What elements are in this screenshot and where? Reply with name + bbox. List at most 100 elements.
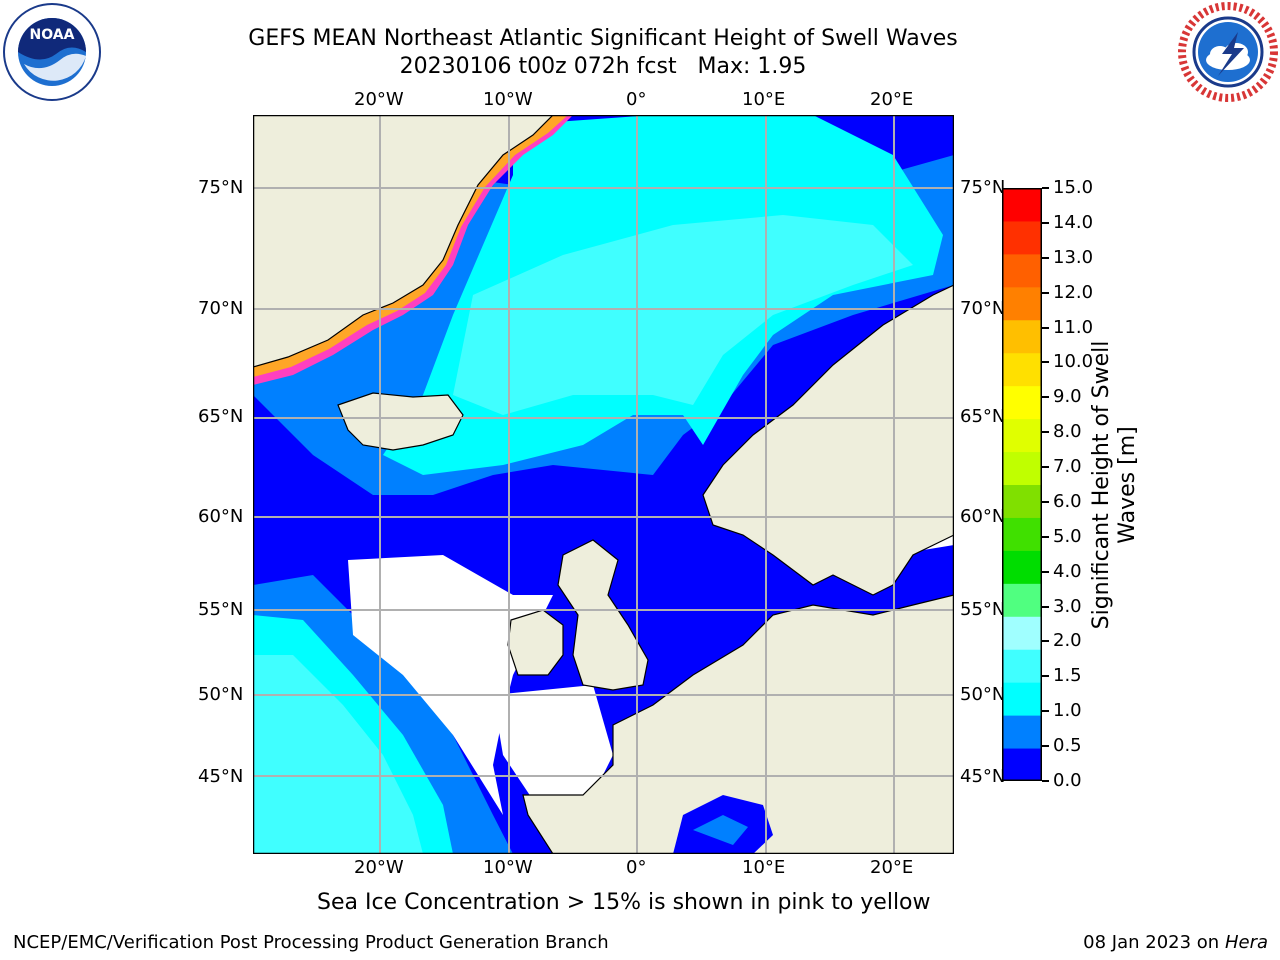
colorbar-tick-label: 10.0 xyxy=(1053,351,1094,373)
lat-label-right-70n: 70°N xyxy=(960,298,1006,319)
lat-label-left-65n: 65°N xyxy=(198,406,244,427)
colorbar-segment xyxy=(1002,188,1042,222)
colorbar-label-line2: Waves [m] xyxy=(1115,426,1140,544)
lon-label-bottom-0: 0° xyxy=(626,857,647,878)
lon-label-top-0: 0° xyxy=(626,89,647,110)
lat-label-left-50n: 50°N xyxy=(198,684,244,705)
colorbar-segment xyxy=(1002,286,1042,321)
colorbar-tick-label: 9.0 xyxy=(1053,386,1082,408)
colorbar-tick-label: 6.0 xyxy=(1053,490,1082,512)
lon-label-top-20e: 20°E xyxy=(870,89,914,110)
lat-label-left-60n: 60°N xyxy=(198,506,244,527)
lat-label-right-65n: 65°N xyxy=(960,406,1006,427)
land-ireland xyxy=(507,609,564,676)
colorbar-tick-mark xyxy=(1042,431,1049,434)
lon-label-bottom-20w: 20°W xyxy=(354,857,404,878)
colorbar-label: Significant Height of Swell Waves [m] xyxy=(1089,341,1141,630)
colorbar-tick-mark xyxy=(1042,466,1049,469)
lon-label-bottom-10e: 10°E xyxy=(742,857,786,878)
lat-label-left-55n: 55°N xyxy=(198,599,244,620)
colorbar-tick-mark xyxy=(1042,396,1049,399)
colorbar-segment xyxy=(1002,220,1042,255)
colorbar-segment xyxy=(1002,253,1042,288)
footer-credit: NCEP/EMC/Verification Post Processing Pr… xyxy=(13,932,609,953)
colorbar-tick-mark xyxy=(1042,570,1049,573)
colorbar-tick-label: 8.0 xyxy=(1053,421,1082,443)
colorbar-tick-label: 1.0 xyxy=(1053,700,1082,722)
colorbar-tick-label: 1.5 xyxy=(1053,665,1082,687)
lat-label-right-60n: 60°N xyxy=(960,506,1006,527)
colorbar-segment xyxy=(1002,385,1042,420)
no-data-area-west xyxy=(348,555,553,815)
no-data-area-biscay xyxy=(493,685,613,815)
land-iceland xyxy=(337,392,464,451)
colorbar-segment xyxy=(1002,715,1042,749)
lat-label-right-45n: 45°N xyxy=(960,766,1006,787)
colorbar-tick-mark xyxy=(1042,256,1049,259)
noaa-logo: NOAA xyxy=(3,3,101,101)
colorbar-segment xyxy=(1002,550,1042,584)
lat-label-left-75n: 75°N xyxy=(198,177,244,198)
colorbar-tick-label: 5.0 xyxy=(1053,525,1082,547)
colorbar-tick-label: 14.0 xyxy=(1053,211,1094,233)
colorbar-tick-label: 4.0 xyxy=(1053,560,1082,582)
colorbar-tick-mark xyxy=(1042,780,1049,782)
sea-mediterranean-mid xyxy=(693,815,748,845)
colorbar-tick-mark xyxy=(1042,535,1049,538)
lat-label-left-70n: 70°N xyxy=(198,298,244,319)
colorbar-tick-mark xyxy=(1042,500,1049,503)
lon-label-top-10e: 10°E xyxy=(742,89,786,110)
lon-label-top-20w: 20°W xyxy=(354,89,404,110)
colorbar-segment xyxy=(1002,682,1042,716)
colorbar-tick-label: 0.5 xyxy=(1053,735,1082,757)
colorbar-tick-mark xyxy=(1042,675,1049,678)
colorbar-tick-label: 15.0 xyxy=(1053,177,1094,198)
colorbar-tick-mark xyxy=(1042,640,1049,643)
colorbar-segment xyxy=(1002,319,1042,354)
colorbar-label-line1: Significant Height of Swell xyxy=(1089,340,1114,630)
land-greenland xyxy=(253,115,554,368)
map-gridlines xyxy=(253,115,954,854)
swell-zone-1-5-2-0 xyxy=(453,215,913,415)
colorbar-tick-label: 0.0 xyxy=(1053,770,1082,791)
colorbar xyxy=(1002,188,1042,781)
colorbar-tick-mark xyxy=(1042,326,1049,329)
colorbar-tick-label: 11.0 xyxy=(1053,316,1094,338)
lat-label-right-55n: 55°N xyxy=(960,599,1006,620)
colorbar-segment xyxy=(1002,748,1042,781)
colorbar-tick-mark xyxy=(1042,605,1049,608)
colorbar-segment xyxy=(1002,517,1042,551)
lat-label-right-50n: 50°N xyxy=(960,684,1006,705)
lat-label-right-75n: 75°N xyxy=(960,177,1006,198)
lat-label-left-45n: 45°N xyxy=(198,766,244,787)
colorbar-tick-label: 7.0 xyxy=(1053,456,1082,478)
colorbar-frame xyxy=(1002,188,1042,781)
lon-label-bottom-10w: 10°W xyxy=(483,857,533,878)
colorbar-tick-mark xyxy=(1042,361,1049,364)
colorbar-tick-label: 3.0 xyxy=(1053,595,1082,617)
colorbar-tick-mark xyxy=(1042,745,1049,748)
nws-logo xyxy=(1178,2,1278,102)
colorbar-segment xyxy=(1002,451,1042,485)
map-frame xyxy=(253,115,954,854)
colorbar-segment xyxy=(1002,649,1042,683)
colorbar-tick-mark xyxy=(1042,221,1049,224)
sea-ice-caption: Sea Ice Concentration > 15% is shown in … xyxy=(317,890,931,915)
colorbar-tick-label: 12.0 xyxy=(1053,281,1094,303)
colorbar-tick-mark xyxy=(1042,291,1049,294)
colorbar-tick-label: 13.0 xyxy=(1053,246,1094,268)
land-continental-europe xyxy=(522,594,954,854)
colorbar-segment xyxy=(1002,583,1042,617)
colorbar-tick-label: 2.0 xyxy=(1053,630,1082,652)
footer-host: Hera xyxy=(1224,932,1268,953)
chart-subtitle: 20230106 t00z 072h fcst Max: 1.95 xyxy=(399,54,807,79)
swell-height-map xyxy=(253,115,954,854)
lon-label-bottom-20e: 20°E xyxy=(870,857,914,878)
colorbar-tick-mark xyxy=(1042,187,1049,189)
chart-title: GEFS MEAN Northeast Atlantic Significant… xyxy=(248,26,958,51)
noaa-logo-text: NOAA xyxy=(30,27,75,43)
colorbar-segment xyxy=(1002,418,1042,453)
footer-timestamp: 08 Jan 2023 on Hera xyxy=(1083,932,1268,953)
footer-date: 08 Jan 2023 on xyxy=(1083,932,1225,953)
colorbar-tick-mark xyxy=(1042,710,1049,713)
